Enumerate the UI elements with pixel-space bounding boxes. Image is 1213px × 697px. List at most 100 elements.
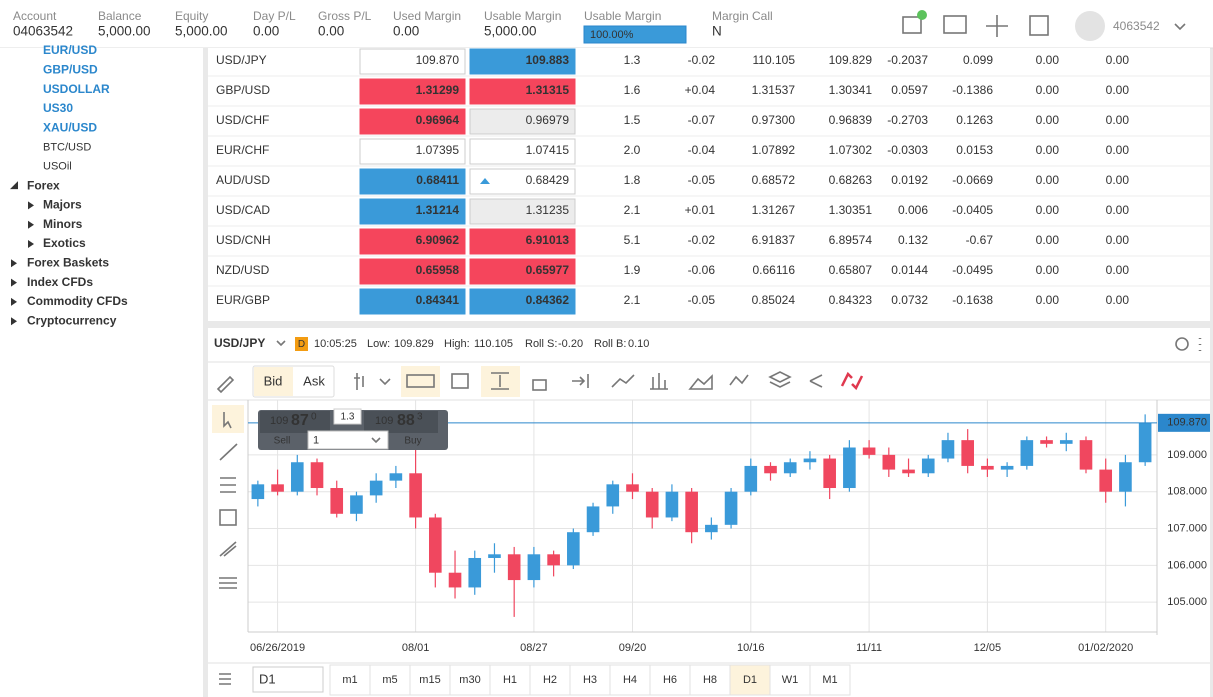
quote-cell: EUR/CHF bbox=[216, 143, 269, 157]
line-tool[interactable] bbox=[219, 443, 238, 461]
instrument[interactable]: XAU/USD bbox=[43, 120, 97, 134]
price-cell[interactable] bbox=[469, 198, 576, 225]
tree-node[interactable]: Exotics bbox=[43, 236, 86, 250]
instrument[interactable]: GBP/USD bbox=[43, 62, 98, 76]
quote-cell: 1.5 bbox=[624, 113, 641, 127]
price-cell[interactable] bbox=[469, 48, 576, 75]
quote-cell: 0.85024 bbox=[752, 293, 796, 307]
tool-icon[interactable] bbox=[729, 374, 749, 386]
price-cell[interactable] bbox=[469, 108, 576, 135]
user-id: 4063542 bbox=[1113, 19, 1160, 33]
server-icon[interactable] bbox=[902, 16, 922, 34]
timeframe-button[interactable] bbox=[449, 664, 491, 696]
buy-box[interactable] bbox=[364, 411, 438, 433]
period-input[interactable] bbox=[252, 666, 324, 693]
instrument[interactable]: USOil bbox=[43, 161, 72, 173]
timeframe-label: m30 bbox=[459, 674, 480, 686]
timeframe-button[interactable] bbox=[649, 664, 691, 696]
price-cell[interactable] bbox=[469, 228, 576, 255]
candle-body bbox=[764, 465, 777, 474]
quote-cell: 1.3 bbox=[624, 53, 641, 67]
tool-icon[interactable] bbox=[572, 374, 589, 388]
quote-cell: -0.04 bbox=[688, 143, 716, 157]
tool-icon[interactable] bbox=[688, 374, 713, 390]
status-dot bbox=[917, 10, 927, 20]
price-cell[interactable] bbox=[359, 168, 466, 195]
price-cell[interactable] bbox=[359, 258, 466, 285]
tree-node[interactable]: Forex Baskets bbox=[27, 255, 109, 269]
price-cell[interactable] bbox=[359, 108, 466, 135]
candle-body bbox=[961, 440, 974, 466]
timeframe-button[interactable] bbox=[569, 664, 611, 696]
price-cell[interactable] bbox=[359, 78, 466, 105]
price-cell[interactable] bbox=[359, 48, 466, 75]
price-cell[interactable] bbox=[359, 228, 466, 255]
instrument[interactable]: EUR/USD bbox=[43, 43, 97, 57]
price-cell[interactable] bbox=[469, 258, 576, 285]
tool-icon[interactable] bbox=[650, 373, 668, 390]
price-cell[interactable] bbox=[469, 138, 576, 165]
symbol[interactable]: USD/JPY bbox=[214, 336, 265, 350]
tree-node[interactable]: Commodity CFDs bbox=[27, 294, 128, 308]
timeframe-button[interactable] bbox=[769, 664, 811, 696]
price-cell[interactable] bbox=[359, 138, 466, 165]
instrument[interactable]: US30 bbox=[43, 101, 73, 115]
tool-icon[interactable] bbox=[611, 374, 635, 388]
drawing-tools bbox=[212, 337, 1202, 685]
info-icon[interactable] bbox=[1175, 337, 1189, 351]
lock-icon[interactable] bbox=[532, 379, 547, 391]
text-tool[interactable] bbox=[219, 577, 237, 589]
price-cell[interactable] bbox=[359, 288, 466, 315]
timeframe-button[interactable] bbox=[369, 664, 411, 696]
timeframe-button[interactable] bbox=[809, 664, 851, 696]
price-cell[interactable] bbox=[469, 288, 576, 315]
price-cell[interactable] bbox=[469, 78, 576, 105]
chart-type[interactable] bbox=[354, 373, 391, 390]
timeframe-label: m1 bbox=[342, 674, 357, 686]
tree-node[interactable]: Forex bbox=[27, 178, 60, 192]
timeframe-button[interactable] bbox=[329, 664, 371, 696]
pitchfork-tool[interactable] bbox=[219, 541, 237, 557]
timeframe-button[interactable] bbox=[529, 664, 571, 696]
quote-cell: 0.00 bbox=[1036, 113, 1060, 127]
shape-tool[interactable] bbox=[219, 509, 237, 526]
timeframe-label: H4 bbox=[623, 674, 637, 686]
instrument[interactable]: USDOLLAR bbox=[43, 82, 110, 96]
sell-box[interactable] bbox=[260, 411, 330, 433]
avatar[interactable] bbox=[1075, 11, 1105, 41]
x-tick-label: 01/02/2020 bbox=[1078, 642, 1133, 654]
symbol-dropdown[interactable] bbox=[276, 340, 286, 347]
price-side-button[interactable]: Ask bbox=[303, 373, 325, 388]
instrument[interactable]: BTC/USD bbox=[43, 141, 91, 153]
timeframe-button[interactable] bbox=[409, 664, 451, 696]
share-icon[interactable] bbox=[809, 374, 823, 388]
tree-node[interactable]: Index CFDs bbox=[27, 275, 93, 289]
field-value: 0.00 bbox=[393, 24, 419, 39]
quote-cell: 110.105 bbox=[753, 53, 796, 67]
layout-icon[interactable] bbox=[943, 15, 967, 34]
cursor-active[interactable] bbox=[212, 405, 244, 433]
fib-tool[interactable] bbox=[220, 477, 236, 493]
layers-icon[interactable] bbox=[768, 371, 792, 388]
price-side-button[interactable]: Bid bbox=[264, 373, 283, 388]
add-icon[interactable] bbox=[986, 15, 1008, 37]
tree-node[interactable]: Majors bbox=[43, 198, 82, 212]
timeframe-button[interactable] bbox=[689, 664, 731, 696]
quote-cell: -0.0405 bbox=[952, 203, 993, 217]
user-menu-arrow[interactable] bbox=[1174, 23, 1186, 31]
quote-cell: 1.31299 bbox=[416, 83, 460, 97]
chart-toolbar bbox=[216, 365, 864, 398]
amount-input[interactable] bbox=[307, 430, 389, 450]
timeframe-button[interactable] bbox=[729, 664, 771, 696]
menu-icon[interactable] bbox=[219, 673, 231, 685]
timeframe-button[interactable] bbox=[489, 664, 531, 696]
info-low-label: Low: bbox=[367, 338, 390, 350]
collapsed-arrow bbox=[28, 220, 34, 229]
refresh-icon[interactable] bbox=[840, 371, 864, 391]
tree-node[interactable]: Cryptocurrency bbox=[27, 313, 117, 327]
tool-icon[interactable] bbox=[451, 373, 469, 389]
pen-tool[interactable] bbox=[216, 375, 235, 394]
workspace-icon[interactable] bbox=[1029, 15, 1049, 36]
tree-node[interactable]: Minors bbox=[43, 217, 83, 231]
price-cell[interactable] bbox=[359, 198, 466, 225]
